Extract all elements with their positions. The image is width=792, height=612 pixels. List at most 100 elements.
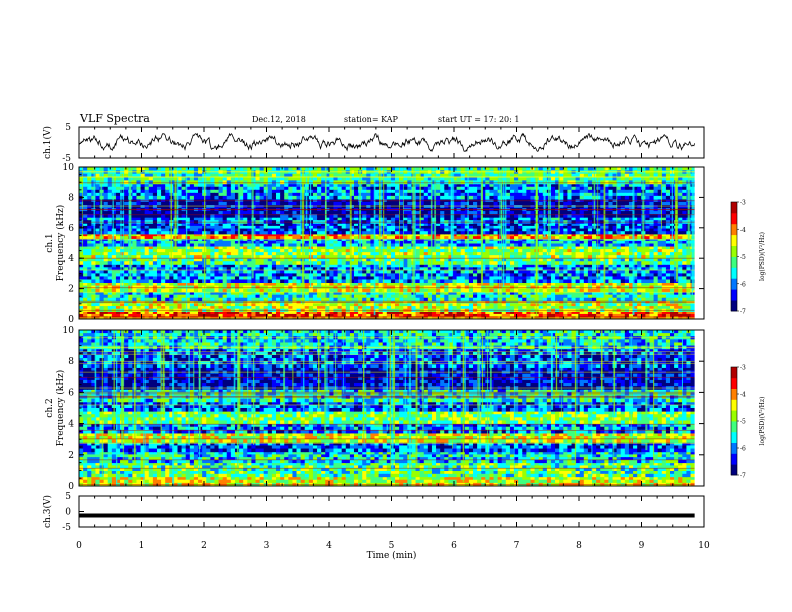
spectrogram-cell — [91, 258, 97, 262]
spectrogram-cell — [550, 258, 556, 262]
spectrogram-cell — [518, 236, 523, 239]
spectrogram-cell — [596, 252, 601, 256]
spectrogram-cell — [267, 313, 273, 317]
spectrogram-cell — [399, 246, 404, 250]
spectrogram-cell — [341, 261, 347, 265]
spectrogram-cell — [559, 313, 564, 317]
spectrogram-cell — [563, 291, 568, 296]
spectrogram-cell — [333, 225, 339, 230]
spectrogram-cell — [243, 228, 248, 232]
spectrogram-cell — [633, 233, 638, 237]
spectrogram-cell — [198, 228, 203, 232]
spectrogram-cell — [657, 243, 663, 247]
spectrogram-cell — [583, 294, 589, 299]
spectrogram-cell — [234, 233, 240, 237]
spectrogram-cell — [616, 240, 622, 244]
spectrogram-cell — [493, 258, 499, 262]
spectrogram-cell — [173, 291, 179, 296]
spectrogram-cell — [79, 306, 84, 310]
spectrogram-cell — [382, 311, 388, 315]
spectrogram-cell — [267, 276, 273, 280]
spectrogram-cell — [181, 228, 187, 232]
spectrogram-cell — [243, 303, 248, 307]
spectrogram-cell — [185, 261, 191, 265]
spectrogram-cell — [259, 246, 265, 250]
spectrogram-cell — [132, 249, 138, 253]
spectrogram-cell — [300, 313, 306, 317]
spectrogram-cell — [214, 294, 220, 299]
spectrogram-cell — [218, 267, 224, 271]
spectrogram-cell — [464, 252, 470, 256]
spectrogram-cell — [144, 306, 150, 310]
spectrogram-cell — [132, 264, 138, 268]
spectrogram-cell — [181, 306, 187, 310]
spectrogram-cell — [563, 264, 568, 268]
spectrogram-cell — [349, 291, 355, 296]
spectrogram-cell — [144, 279, 150, 284]
spectrogram-cell — [317, 288, 322, 293]
spectrogram-cell — [464, 291, 470, 296]
spectrogram-cell — [415, 255, 421, 259]
spectrogram-cell — [407, 246, 413, 250]
spectrogram-cell — [436, 279, 441, 284]
spectrogram-cell — [83, 225, 88, 230]
spectrogram-cell — [637, 291, 642, 296]
spectrogram-cell — [308, 255, 314, 259]
spectrogram-cell — [670, 297, 675, 302]
spectrogram-cell — [276, 246, 281, 250]
spectrogram-cell — [608, 306, 614, 310]
spectrogram-cell — [485, 223, 491, 227]
spectrogram-cell — [382, 288, 388, 293]
spectrogram-cell — [120, 294, 125, 299]
spectrogram-cell — [436, 236, 441, 239]
spectrogram-cell — [124, 264, 129, 268]
spectrogram-cell — [657, 276, 663, 280]
spectrogram-cell — [592, 273, 597, 277]
spectrogram-cell — [140, 311, 146, 315]
spectrogram-cell — [230, 243, 236, 247]
spectrogram-cell — [230, 252, 236, 256]
spectrogram-cell — [91, 267, 97, 271]
spectrogram-cell — [99, 311, 105, 315]
spectrogram-cell — [571, 243, 577, 247]
spectrogram-cell — [575, 273, 581, 277]
spectrogram-cell — [526, 246, 532, 250]
spectrogram-cell — [587, 225, 593, 230]
spectrogram-cell — [514, 282, 519, 287]
spectrogram-cell — [473, 264, 478, 268]
spectrogram-cell — [362, 252, 367, 256]
spectrogram-cell — [308, 267, 314, 271]
spectrogram-cell — [637, 267, 642, 271]
spectrogram-cell — [345, 273, 351, 277]
spectrogram-cell — [604, 273, 610, 277]
spectrogram-cell — [317, 261, 322, 265]
spectrogram-cell — [657, 282, 663, 287]
spectrogram-cell — [501, 288, 507, 293]
spectrogram-cell — [571, 255, 577, 259]
spectrogram-cell — [624, 225, 630, 230]
spectrogram-cell — [148, 276, 154, 280]
spectrogram-cell — [239, 311, 244, 315]
spectrogram-cell — [189, 311, 195, 315]
spectrogram-cell — [612, 276, 618, 280]
spectrogram-cell — [325, 311, 330, 315]
spectrogram-cell — [243, 252, 248, 256]
spectrogram-cell — [370, 261, 376, 265]
spectrogram-cell — [280, 255, 285, 259]
spectrogram-cell — [83, 303, 88, 307]
spectrogram-cell — [185, 264, 191, 268]
spectrogram-cell — [427, 267, 433, 271]
spectrogram-cell — [87, 270, 92, 274]
spectrogram-cell — [271, 288, 277, 293]
spectrogram-cell — [181, 233, 187, 237]
spectrogram-cell — [115, 279, 121, 284]
spectrogram-cell — [206, 228, 211, 232]
spectrogram-cell — [567, 264, 573, 268]
spectrogram-cell — [567, 267, 573, 271]
spectrogram-cell — [682, 240, 688, 244]
spectrogram-cell — [423, 273, 429, 277]
spectrogram-cell — [120, 282, 125, 287]
spectrogram-cell — [427, 261, 433, 265]
spectrogram-cell — [140, 273, 146, 277]
spectrogram-cell — [329, 276, 335, 280]
